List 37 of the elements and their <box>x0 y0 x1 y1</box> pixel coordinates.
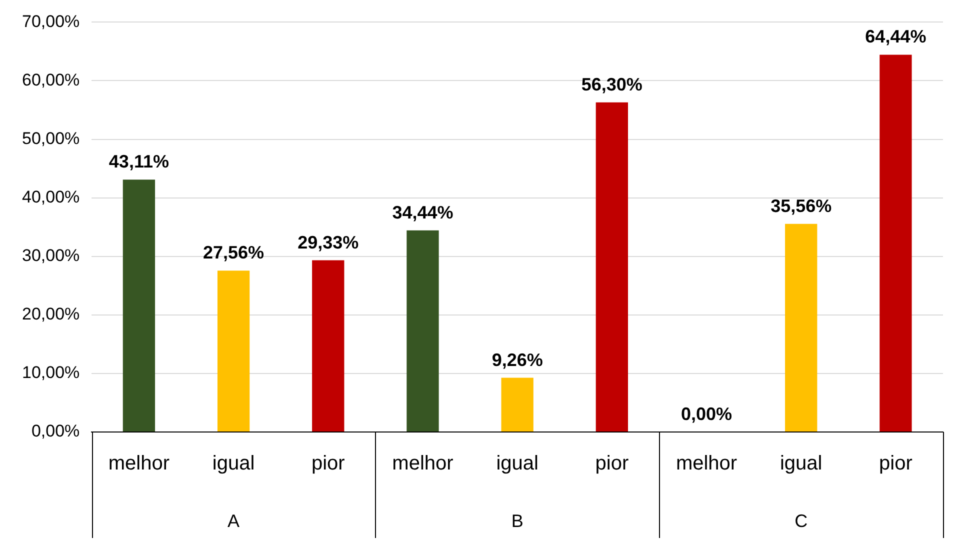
bar <box>596 102 628 432</box>
data-label: 35,56% <box>770 196 832 216</box>
data-label: 43,11% <box>108 152 169 172</box>
y-tick-label: 10,00% <box>22 363 80 382</box>
data-label: 64,44% <box>865 26 926 47</box>
bar <box>312 260 344 432</box>
data-label: 9,26% <box>492 350 543 370</box>
x-tick-label: melhor <box>108 452 170 475</box>
x-tick-label: melhor <box>392 452 454 475</box>
data-label: 56,30% <box>581 74 642 94</box>
x-tick-label: pior <box>595 452 629 475</box>
y-tick-label: 50,00% <box>22 128 80 148</box>
y-tick-label: 20,00% <box>22 304 80 324</box>
x-tick-label: pior <box>879 452 913 475</box>
text: C <box>794 510 808 531</box>
bar <box>122 180 156 432</box>
x-tick-label: melhor <box>676 452 738 475</box>
y-tick-label: 60,00% <box>22 70 80 90</box>
bar <box>785 224 818 432</box>
bar <box>880 54 912 432</box>
y-tick-label: 70,00% <box>22 12 80 31</box>
text: A <box>228 510 240 531</box>
bar <box>406 230 439 432</box>
data-label: 29,33% <box>298 232 359 252</box>
y-tick-label: 30,00% <box>22 246 80 266</box>
x-tick-label: pior <box>311 452 346 475</box>
data-label: 0,00% <box>680 404 732 424</box>
x-tick-label: igual <box>212 452 255 475</box>
x-tick-label: igual <box>780 452 822 475</box>
x-tick-label: igual <box>496 452 538 475</box>
bar <box>501 378 534 432</box>
data-label: 27,56% <box>203 242 264 263</box>
text: B <box>511 510 524 531</box>
y-tick-label: 40,00% <box>22 188 80 207</box>
data-label: 34,44% <box>392 202 454 222</box>
y-tick-label: 0,00% <box>31 422 80 441</box>
bar <box>217 270 250 432</box>
